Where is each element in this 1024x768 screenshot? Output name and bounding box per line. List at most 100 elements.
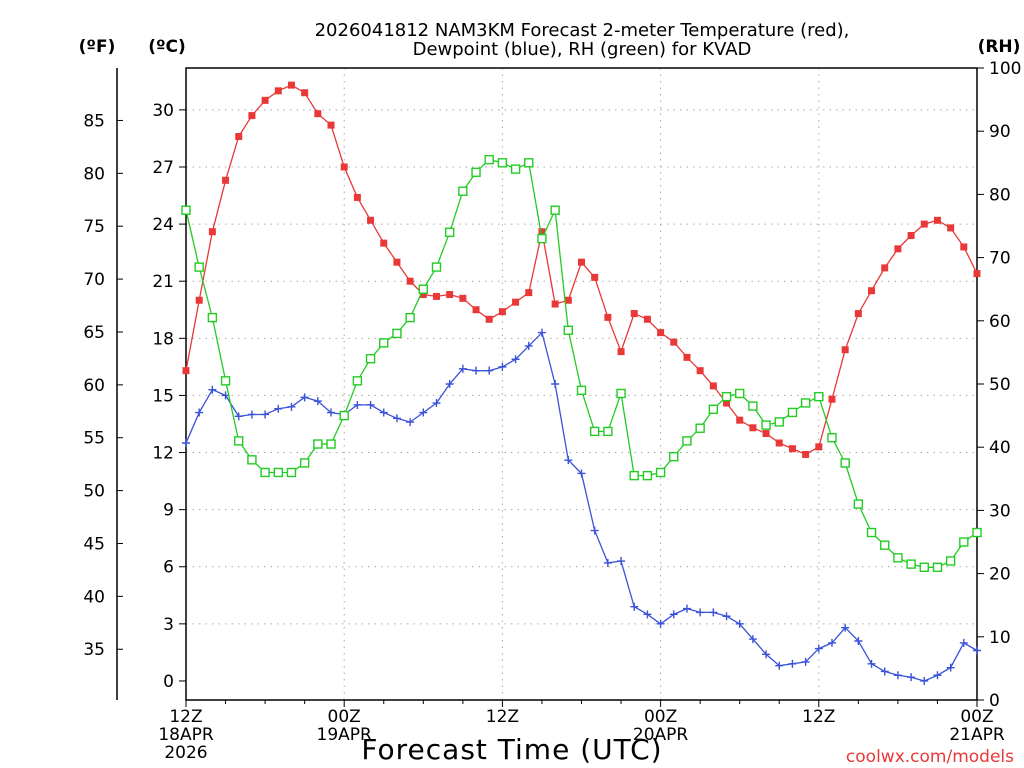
dewpoint-point	[524, 341, 533, 350]
dewpoint-point	[656, 619, 665, 628]
rh-tick-label: 40	[989, 438, 1011, 458]
rh-tick-label: 20	[989, 565, 1011, 585]
rh-point	[748, 401, 758, 411]
temperature-point	[182, 367, 190, 375]
dewpoint-point	[419, 408, 428, 417]
dewpoint-point	[406, 418, 415, 427]
dewpoint-point	[933, 671, 942, 680]
dewpoint-point	[327, 408, 336, 417]
x-tick-label: 2026	[164, 743, 207, 763]
rh-point	[669, 451, 679, 462]
temperature-point	[723, 399, 731, 407]
dewpoint-point	[854, 636, 863, 645]
temperature-point	[815, 443, 823, 451]
rh-point	[313, 439, 323, 449]
rh-point	[655, 467, 666, 478]
rh-point	[194, 262, 204, 272]
dewpoint-point	[696, 608, 705, 617]
temperature-point	[947, 224, 955, 232]
rh-point	[352, 376, 363, 386]
dewpoint-point	[564, 456, 573, 465]
dewpoint-point	[498, 362, 507, 371]
celsius-tick-label: 21	[152, 272, 174, 292]
temperature-point	[314, 110, 322, 118]
fahrenheit-tick-label: 55	[83, 429, 105, 449]
fahrenheit-tick-label: 80	[83, 164, 105, 184]
temperature-point	[248, 112, 256, 120]
rh-point	[471, 167, 481, 177]
chart-title: 2026041812 NAM3KM Forecast 2-meter Tempe…	[315, 20, 850, 41]
temperature-point	[828, 395, 836, 403]
temperature-point	[643, 315, 651, 323]
rh-point	[326, 439, 336, 449]
fahrenheit-tick-label: 50	[83, 482, 105, 502]
temperature-point	[788, 445, 796, 453]
rh-point	[550, 205, 560, 215]
temperature-point	[907, 232, 915, 240]
fahrenheit-tick-label: 40	[83, 587, 105, 607]
dewpoint-point	[551, 380, 560, 388]
dewpoint-point	[432, 399, 441, 408]
rh-point	[379, 338, 389, 348]
temperature-point	[564, 296, 572, 304]
temperature-point	[446, 291, 454, 299]
temperature-point	[432, 292, 440, 300]
rh-point	[273, 467, 283, 478]
temperature-point	[762, 429, 770, 437]
celsius-tick-label: 30	[152, 101, 174, 121]
rh-point	[510, 164, 521, 174]
temperature-point	[933, 216, 941, 224]
rh-point	[682, 436, 692, 446]
dewpoint-point	[722, 612, 731, 621]
rh-point	[207, 312, 218, 323]
dewpoint-point	[682, 604, 691, 613]
chart-subtitle: Dewpoint (blue), RH (green) for KVAD	[413, 39, 752, 60]
celsius-tick-label: 9	[163, 501, 174, 521]
dewpoint-point	[893, 671, 902, 680]
dewpoint-point	[287, 402, 296, 411]
dewpoint-point	[511, 355, 520, 364]
rh-point	[392, 328, 402, 339]
dewpoint-point	[485, 366, 494, 375]
temperature-point	[696, 367, 704, 375]
temperature-point	[630, 310, 638, 318]
rh-point	[444, 227, 455, 238]
data-series	[181, 81, 982, 685]
temperature-point	[525, 289, 533, 297]
x-tick-label: 19APR	[317, 725, 373, 745]
series-dewpoint	[182, 328, 981, 685]
rh-tick-label: 100	[989, 59, 1021, 79]
rh-tick-label: 50	[989, 375, 1011, 395]
dewpoint-point	[841, 623, 850, 632]
temperature-point	[222, 176, 230, 184]
tick-labels: 0 3 6 9 12 15 18 21 24 27 30 35 40 45 50 55 60 65 70 75 80 85…	[83, 59, 1021, 763]
rh-point	[339, 410, 349, 421]
dewpoint-point	[814, 644, 823, 653]
dewpoint-point	[669, 610, 678, 619]
dewpoint-point	[234, 412, 243, 421]
rh-unit-label: (RH)	[978, 37, 1021, 57]
rh-point	[827, 433, 837, 443]
fahrenheit-tick-label: 75	[83, 217, 105, 237]
x-tick-label: 21APR	[949, 725, 1005, 745]
dewpoint-point	[643, 610, 652, 619]
rh-point	[721, 391, 732, 402]
x-tick-label: 00Z	[328, 707, 361, 727]
dewpoint-point	[537, 328, 546, 337]
rh-point	[537, 233, 547, 244]
celsius-tick-label: 15	[152, 386, 174, 406]
temperature-point	[604, 313, 612, 321]
dewpoint-point	[775, 661, 784, 670]
temperature-point	[485, 315, 493, 323]
celsius-tick-label: 18	[152, 329, 174, 349]
rh-point	[735, 388, 745, 399]
rh-point	[247, 455, 257, 465]
temperature-point	[657, 329, 665, 337]
rh-point	[880, 540, 890, 550]
dewpoint-point	[577, 469, 586, 478]
temperature-point	[367, 216, 375, 224]
temperature-point	[498, 308, 506, 316]
fahrenheit-tick-label: 70	[83, 270, 105, 290]
temperature-point	[591, 273, 599, 281]
